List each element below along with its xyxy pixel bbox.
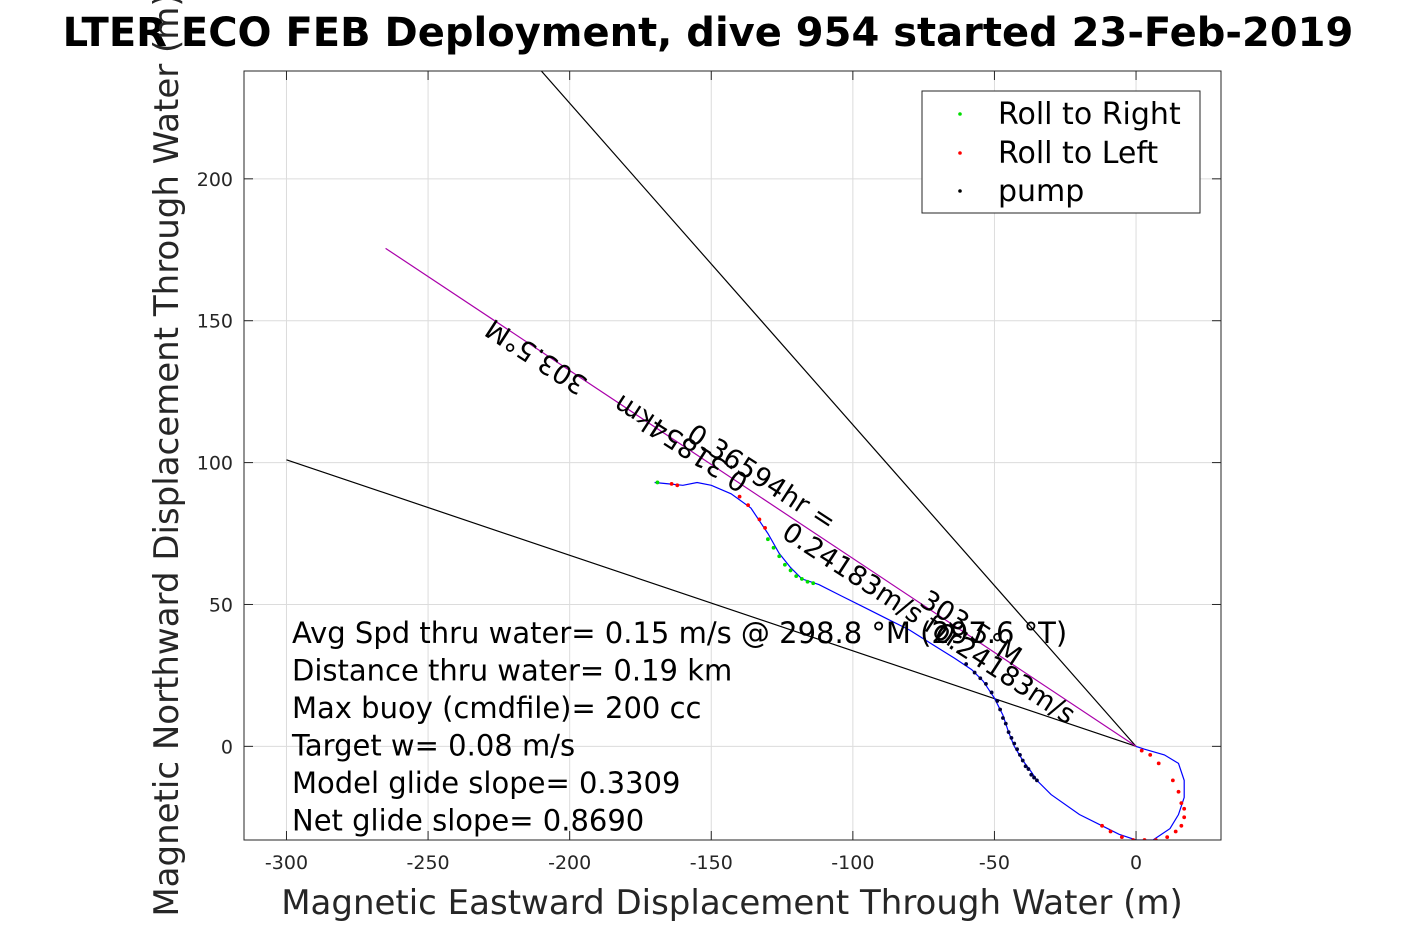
marker-roll-to-right	[782, 562, 787, 567]
marker-roll-to-left	[1179, 823, 1184, 828]
x-tick-label: -150	[690, 852, 733, 874]
marker-pump	[1023, 764, 1028, 769]
marker-pump	[998, 707, 1003, 712]
axes-box	[243, 70, 1222, 841]
y-tick-label: 50	[209, 594, 233, 616]
marker-roll-to-right	[794, 574, 799, 578]
stats-line: Distance thru water= 0.19 km	[292, 654, 732, 688]
marker-roll-to-left	[1100, 823, 1104, 828]
marker-pump	[1003, 721, 1008, 726]
dive-track-line	[654, 481, 1185, 840]
legend-entry-roll-right: Roll to Right	[998, 97, 1181, 132]
stats-line: Avg Spd thru water= 0.15 m/s @ 298.8 °M …	[292, 616, 1067, 650]
marker-roll-to-right	[811, 581, 816, 586]
marker-pump	[1015, 747, 1020, 752]
y-tick-label: 150	[197, 311, 233, 333]
marker-pump	[978, 676, 983, 681]
y-axis-label: Magnetic Northward Displacement Through …	[147, 0, 187, 917]
marker-pump	[1029, 772, 1034, 777]
heading-ray	[385, 247, 1137, 747]
marker-roll-to-left	[1139, 748, 1144, 753]
marker-roll-to-left	[1170, 778, 1175, 783]
marker-pump	[964, 662, 969, 666]
legend-marker-roll-right	[958, 112, 962, 116]
marker-pump	[1012, 741, 1017, 746]
marker-roll-to-right	[777, 554, 782, 559]
stats-line: Model glide slope= 0.3309	[292, 766, 680, 800]
legend-entry-roll-left: Roll to Left	[998, 136, 1158, 171]
marker-roll-to-left	[675, 483, 680, 488]
marker-roll-to-left	[1182, 806, 1187, 811]
marker-roll-to-right	[655, 480, 660, 485]
x-tick-label: -200	[548, 852, 591, 874]
x-tick-label: -50	[979, 852, 1010, 874]
marker-pump	[989, 690, 994, 695]
marker-pump	[1009, 735, 1014, 740]
marker-pump	[1001, 716, 1005, 720]
marker-roll-to-left	[746, 503, 750, 508]
marker-roll-to-left	[1119, 835, 1124, 840]
chart-title: LTER ECO FEB Deployment, dive 954 starte…	[63, 10, 1354, 56]
marker-pump	[972, 670, 977, 675]
x-tick-label: -250	[407, 852, 450, 874]
marker-roll-to-left	[1179, 801, 1184, 806]
marker-pump	[1018, 752, 1022, 757]
y-tick-label: 100	[197, 453, 233, 475]
marker-roll-to-left	[1173, 829, 1178, 834]
marker-roll-to-right	[805, 579, 810, 584]
marker-roll-to-left	[1182, 815, 1187, 820]
marker-pump	[995, 699, 1000, 703]
marker-roll-to-left	[1108, 829, 1113, 834]
track-markers	[655, 480, 1187, 840]
stats-line: Net glide slope= 0.8690	[292, 804, 644, 838]
marker-pump	[1032, 775, 1036, 780]
marker-roll-to-right	[788, 568, 793, 573]
marker-roll-to-left	[737, 494, 742, 499]
x-tick-label: -300	[265, 852, 308, 874]
x-tick-label: -100	[831, 852, 874, 874]
x-tick-label: 0	[1130, 852, 1142, 874]
legend-marker-roll-left	[958, 151, 962, 155]
heading-ray	[540, 71, 1137, 747]
axis-ticks: -300 -250 -200 -150 -100 -50 0 0 50 100 150 200	[197, 71, 1221, 874]
marker-roll-to-right	[799, 577, 804, 581]
y-tick-label: 0	[221, 736, 233, 758]
marker-roll-to-right	[771, 545, 776, 550]
y-tick-label: 200	[197, 169, 233, 191]
stats-line: Max buoy (cmdfile)= 200 cc	[292, 691, 701, 725]
stats-line: Target w= 0.08 m/s	[291, 729, 575, 763]
legend: Roll to Right Roll to Left pump	[921, 90, 1201, 214]
stats-annotations: Avg Spd thru water= 0.15 m/s @ 298.8 °M …	[291, 616, 1067, 838]
marker-roll-to-left	[1156, 761, 1161, 766]
legend-box	[921, 90, 1201, 214]
marker-roll-to-left	[1165, 835, 1170, 840]
marker-roll-to-left	[1176, 789, 1181, 794]
x-axis-label: Magnetic Eastward Displacement Through W…	[281, 883, 1183, 923]
marker-pump	[1020, 758, 1025, 763]
marker-pump	[1006, 730, 1011, 735]
legend-entry-pump: pump	[998, 174, 1084, 209]
marker-roll-to-left	[1148, 752, 1153, 757]
marker-roll-to-right	[765, 537, 770, 542]
plot-contents	[286, 71, 1187, 840]
marker-roll-to-left	[669, 481, 674, 486]
marker-roll-to-left	[763, 525, 767, 530]
marker-pump	[1026, 767, 1031, 771]
marker-pump	[1035, 778, 1039, 783]
marker-roll-to-left	[757, 517, 762, 522]
legend-marker-pump	[958, 189, 962, 193]
rotated-label: 303.5°M	[480, 312, 593, 400]
marker-pump	[984, 682, 988, 686]
